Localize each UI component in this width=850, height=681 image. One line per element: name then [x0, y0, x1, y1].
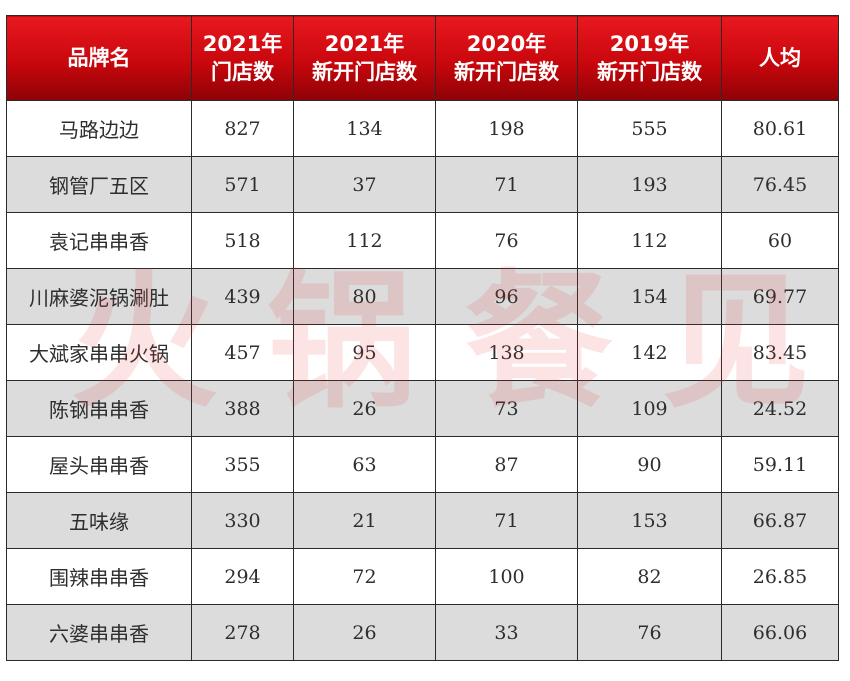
- table-row: 五味缘 330 21 71 153 66.87: [6, 492, 839, 549]
- value-cell: 21: [293, 492, 436, 549]
- value-cell: 198: [435, 100, 578, 157]
- column-header-line2: 新开门店数: [597, 60, 702, 84]
- brand-name-cell: 屋头串串香: [6, 436, 192, 493]
- value-cell: 112: [293, 212, 436, 269]
- column-header: 人均: [721, 15, 839, 101]
- brand-stats-table: 品牌名 2021年 门店数 2021年 新开门店数 2020年 新开门店数 2019年 新开门店…: [6, 15, 839, 661]
- value-cell: 518: [191, 212, 294, 269]
- value-cell: 153: [577, 492, 722, 549]
- value-cell: 87: [435, 436, 578, 493]
- value-cell: 60: [721, 212, 839, 269]
- value-cell: 59.11: [721, 436, 839, 493]
- value-cell: 96: [435, 268, 578, 325]
- brand-name-cell: 大斌家串串火锅: [6, 324, 192, 381]
- table-row: 大斌家串串火锅 457 95 138 142 83.45: [6, 324, 839, 381]
- value-cell: 388: [191, 380, 294, 437]
- table-row: 马路边边 827 134 198 555 80.61: [6, 100, 839, 157]
- brand-name-cell: 马路边边: [6, 100, 192, 157]
- column-header: 2020年新开门店数: [435, 15, 578, 101]
- table-row: 围辣串串香 294 72 100 82 26.85: [6, 548, 839, 605]
- value-cell: 66.87: [721, 492, 839, 549]
- header-row: 品牌名 2021年 门店数 2021年 新开门店数 2020年 新开门店数 2019年 新开门店…: [6, 15, 839, 101]
- column-header-line2: 新开门店数: [312, 60, 417, 84]
- table-row: 川麻婆泥锅涮肚 439 80 96 154 69.77: [6, 268, 839, 325]
- value-cell: 278: [191, 604, 294, 661]
- value-cell: 69.77: [721, 268, 839, 325]
- value-cell: 83.45: [721, 324, 839, 381]
- value-cell: 193: [577, 156, 722, 213]
- value-cell: 71: [435, 156, 578, 213]
- column-header-line1: 品牌名: [67, 46, 131, 70]
- value-cell: 82: [577, 548, 722, 605]
- value-cell: 90: [577, 436, 722, 493]
- brand-name-cell: 六婆串串香: [6, 604, 192, 661]
- brand-name-cell: 川麻婆泥锅涮肚: [6, 268, 192, 325]
- value-cell: 26.85: [721, 548, 839, 605]
- column-header-line1: 2019年: [609, 32, 690, 56]
- value-cell: 330: [191, 492, 294, 549]
- value-cell: 80.61: [721, 100, 839, 157]
- value-cell: 134: [293, 100, 436, 157]
- brand-name-cell: 围辣串串香: [6, 548, 192, 605]
- table-header: 品牌名 2021年 门店数 2021年 新开门店数 2020年 新开门店数 2019年 新开门店…: [6, 15, 839, 101]
- value-cell: 72: [293, 548, 436, 605]
- value-cell: 827: [191, 100, 294, 157]
- value-cell: 76: [435, 212, 578, 269]
- column-header-line2: 门店数: [211, 60, 274, 84]
- column-header: 2021年门店数: [191, 15, 294, 101]
- table-row: 袁记串串香 518 112 76 112 60: [6, 212, 839, 269]
- column-header: 2019年新开门店数: [577, 15, 722, 101]
- value-cell: 26: [293, 380, 436, 437]
- value-cell: 112: [577, 212, 722, 269]
- value-cell: 73: [435, 380, 578, 437]
- value-cell: 555: [577, 100, 722, 157]
- value-cell: 138: [435, 324, 578, 381]
- value-cell: 63: [293, 436, 436, 493]
- value-cell: 571: [191, 156, 294, 213]
- column-header-line2: 新开门店数: [454, 60, 559, 84]
- value-cell: 66.06: [721, 604, 839, 661]
- brand-name-cell: 钢管厂五区: [6, 156, 192, 213]
- value-cell: 142: [577, 324, 722, 381]
- value-cell: 76.45: [721, 156, 839, 213]
- value-cell: 294: [191, 548, 294, 605]
- column-header-line1: 2020年: [466, 32, 547, 56]
- column-header-line1: 2021年: [324, 32, 405, 56]
- brand-name-cell: 陈钢串串香: [6, 380, 192, 437]
- value-cell: 76: [577, 604, 722, 661]
- value-cell: 71: [435, 492, 578, 549]
- value-cell: 109: [577, 380, 722, 437]
- value-cell: 33: [435, 604, 578, 661]
- brand-name-cell: 五味缘: [6, 492, 192, 549]
- value-cell: 355: [191, 436, 294, 493]
- value-cell: 95: [293, 324, 436, 381]
- table-body: 马路边边 827 134 198 555 80.61 钢管厂五区 571 37 71 193 76.4…: [6, 100, 839, 661]
- value-cell: 154: [577, 268, 722, 325]
- value-cell: 100: [435, 548, 578, 605]
- value-cell: 24.52: [721, 380, 839, 437]
- value-cell: 26: [293, 604, 436, 661]
- value-cell: 37: [293, 156, 436, 213]
- column-header-line1: 2021年: [202, 32, 283, 56]
- table-row: 钢管厂五区 571 37 71 193 76.45: [6, 156, 839, 213]
- table-row: 六婆串串香 278 26 33 76 66.06: [6, 604, 839, 661]
- table-row: 屋头串串香 355 63 87 90 59.11: [6, 436, 839, 493]
- brand-name-cell: 袁记串串香: [6, 212, 192, 269]
- column-header: 品牌名: [6, 15, 192, 101]
- data-table-container: 品牌名 2021年 门店数 2021年 新开门店数 2020年 新开门店数 2019年 新开门店…: [6, 15, 839, 667]
- column-header: 2021年新开门店数: [293, 15, 436, 101]
- value-cell: 457: [191, 324, 294, 381]
- value-cell: 439: [191, 268, 294, 325]
- column-header-line1: 人均: [759, 46, 801, 70]
- table-row: 陈钢串串香 388 26 73 109 24.52: [6, 380, 839, 437]
- value-cell: 80: [293, 268, 436, 325]
